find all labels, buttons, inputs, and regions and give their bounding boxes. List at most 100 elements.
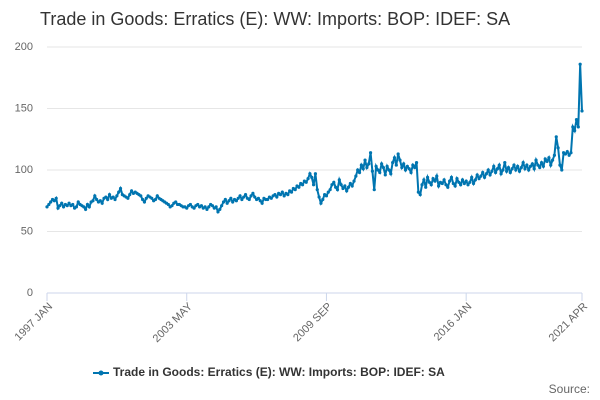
point [361, 167, 365, 171]
point [431, 177, 435, 181]
point [466, 183, 470, 187]
point [402, 162, 406, 166]
point [471, 181, 476, 186]
point [304, 180, 308, 184]
point [363, 158, 367, 162]
point [221, 200, 226, 204]
point [414, 161, 419, 165]
point [403, 168, 408, 172]
point [376, 168, 380, 172]
point [205, 207, 209, 211]
point [49, 200, 53, 204]
point [475, 173, 479, 177]
point [106, 197, 110, 202]
point [359, 163, 363, 167]
point [71, 202, 75, 207]
point [453, 184, 457, 188]
point [525, 163, 529, 167]
point [113, 197, 117, 202]
point [93, 194, 97, 198]
point [247, 197, 251, 202]
point [220, 204, 224, 208]
point [554, 135, 558, 139]
point [436, 184, 441, 188]
point [155, 194, 159, 198]
point [391, 161, 395, 165]
point [111, 195, 115, 199]
point [484, 172, 488, 176]
point [207, 205, 211, 209]
point [60, 201, 64, 205]
point [407, 167, 411, 171]
point [260, 201, 264, 205]
point [422, 178, 426, 182]
point [234, 199, 238, 203]
point [473, 178, 477, 182]
point [335, 188, 340, 192]
point [153, 197, 158, 202]
point [460, 178, 465, 182]
point [549, 163, 553, 167]
point [346, 185, 351, 189]
source: Source: [549, 382, 590, 396]
point [227, 199, 231, 203]
point [411, 163, 415, 167]
point [45, 205, 49, 209]
point [519, 165, 523, 170]
point [117, 190, 121, 194]
point [243, 193, 248, 197]
point [275, 195, 279, 199]
point [203, 205, 207, 209]
point [385, 164, 389, 168]
point [383, 173, 387, 177]
x-tick-label: 2021 APR [547, 301, 591, 345]
point [139, 194, 143, 198]
point [199, 204, 204, 208]
point [523, 167, 527, 171]
point [418, 193, 422, 197]
point [258, 199, 262, 203]
point [91, 199, 95, 203]
point [448, 179, 452, 183]
point [58, 204, 62, 208]
point [442, 178, 446, 182]
point [389, 172, 393, 176]
point [501, 168, 505, 172]
point [293, 188, 297, 192]
point [534, 158, 538, 162]
point [47, 202, 51, 207]
point [490, 169, 494, 173]
point [552, 153, 557, 157]
point [95, 197, 99, 202]
point [348, 181, 352, 186]
point [321, 197, 325, 202]
point [334, 185, 338, 189]
point [115, 194, 119, 198]
point [65, 204, 69, 208]
point [492, 164, 496, 168]
point [67, 201, 71, 205]
point [449, 175, 454, 179]
point [578, 62, 582, 66]
point [545, 159, 549, 163]
point [569, 151, 573, 155]
point [343, 184, 347, 188]
point [170, 204, 174, 208]
point [104, 195, 108, 199]
y-tick-label: 50 [21, 225, 33, 237]
x-tick-label: 1997 JAN [13, 301, 56, 344]
point [380, 162, 384, 166]
point [339, 183, 343, 187]
point [574, 117, 579, 122]
point [242, 195, 246, 199]
point [345, 189, 349, 193]
point [225, 201, 229, 205]
point [87, 205, 91, 209]
point [514, 168, 518, 172]
point [446, 185, 450, 189]
point [516, 164, 520, 168]
point [196, 202, 200, 207]
point [547, 156, 551, 160]
point [374, 164, 378, 168]
point [558, 163, 562, 167]
